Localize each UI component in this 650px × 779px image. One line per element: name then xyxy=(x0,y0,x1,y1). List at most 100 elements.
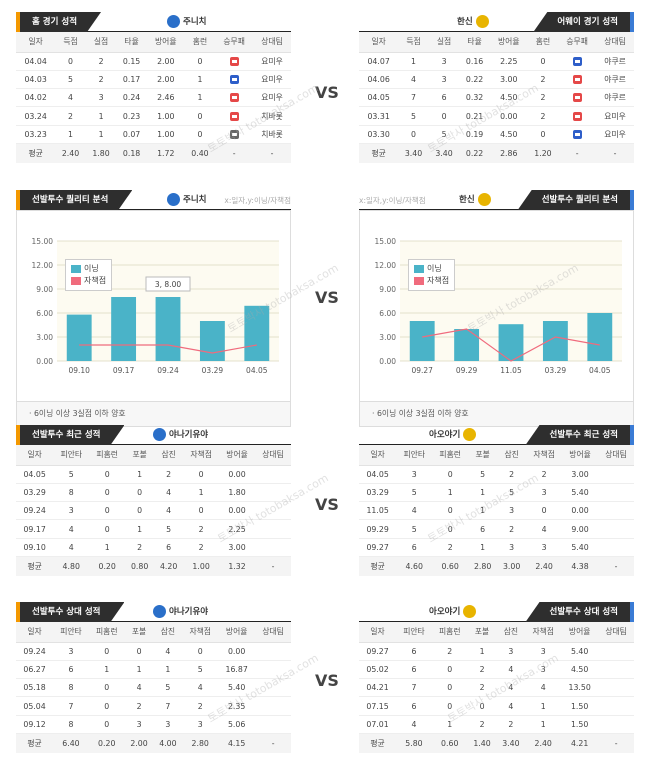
table-cell: 3 xyxy=(526,538,563,557)
table-cell: 3.00 xyxy=(562,465,599,484)
table-cell: 0.40 xyxy=(184,143,216,164)
chunichi-logo-icon xyxy=(167,193,180,206)
bar-innings xyxy=(542,321,568,361)
team-label: 주니치 xyxy=(164,193,206,207)
column-header: 피홈런 xyxy=(432,445,469,466)
table-cell: 2.40 xyxy=(526,556,563,577)
table-row: 05.04 7 0 2 7 2 2.35 xyxy=(16,696,291,716)
table-cell: 4 xyxy=(396,715,432,734)
team-label: 야나기유야 xyxy=(150,605,208,619)
table-cell: 4 xyxy=(182,678,219,698)
table-cell: 2.40 xyxy=(525,733,562,754)
bar-innings xyxy=(111,297,137,361)
table-cell: 3 xyxy=(53,501,90,521)
table-cell: 1 xyxy=(153,660,183,680)
table-cell: - xyxy=(598,556,634,577)
table-cell: 치바롯 xyxy=(253,125,291,144)
table-cell: 요미우 xyxy=(253,70,291,90)
table-cell: 2 xyxy=(183,519,220,539)
table-row: 03.30 0 5 0.19 4.50 0 요미우 xyxy=(359,125,634,144)
table-cell: 3 xyxy=(153,715,183,734)
table-cell: 0 xyxy=(431,696,468,716)
table-row: 03.29 5 1 1 5 3 5.40 xyxy=(359,483,634,503)
table-cell: 0 xyxy=(184,52,216,71)
table-cell: 평균 xyxy=(359,733,397,754)
table-cell: 야쿠르 xyxy=(596,70,634,90)
table-cell: 0 xyxy=(89,465,126,484)
table-cell: 3.00 xyxy=(489,70,528,90)
x-tick-label: 04.05 xyxy=(246,366,268,375)
table-header-row: 일자 득점 실점 타율 방어율 홈런 승무패 상대팀 xyxy=(16,32,291,53)
column-header: 타율 xyxy=(459,32,490,53)
column-header: 승무패 xyxy=(215,32,254,53)
table-cell: 0 xyxy=(527,125,559,144)
table-cell: 2 xyxy=(497,519,527,539)
table-row: 03.29 8 0 0 4 1 1.80 xyxy=(16,483,291,503)
quality-chart: 0.00 3.00 6.00 9.00 12.00 15.00 09.10 09.17 09.2… xyxy=(16,210,291,402)
table-cell xyxy=(255,696,291,716)
table-cell: 0 xyxy=(88,715,125,734)
table-cell: 5 xyxy=(468,465,498,484)
table-cell: 3.00 xyxy=(497,556,527,577)
table-cell xyxy=(255,483,291,503)
table-cell: 1.00 xyxy=(146,106,185,126)
team-label: 야나기유야 xyxy=(150,428,208,442)
y-tick-label: 15.00 xyxy=(32,237,54,246)
table-cell: 2.00 xyxy=(146,70,185,90)
table-header-row: 일자 득점 실점 타율 방어율 홈런 승무패 상대팀 xyxy=(359,32,634,53)
column-header: 방어율 xyxy=(219,445,256,466)
table-cell: 1 xyxy=(467,642,497,661)
table-cell: 05.18 xyxy=(16,678,54,698)
table-cell: 4.15 xyxy=(218,733,256,754)
table-row: 04.07 1 3 0.16 2.25 0 야쿠르 xyxy=(359,52,634,71)
table-cell xyxy=(215,88,254,108)
legend-swatch xyxy=(71,264,81,273)
table-cell: 0.60 xyxy=(432,556,469,577)
table-cell: 6 xyxy=(53,660,89,680)
table-cell: 0.20 xyxy=(89,556,126,577)
table-cell: 3.40 xyxy=(398,143,429,164)
column-header: 방어율 xyxy=(561,622,599,643)
y-tick-label: 6.00 xyxy=(36,309,53,318)
table-cell: 0 xyxy=(428,106,460,126)
y-tick-label: 9.00 xyxy=(379,285,396,294)
column-header: 자책점 xyxy=(182,622,219,643)
table-cell: 0 xyxy=(527,52,559,71)
table-cell: 1 xyxy=(55,125,86,144)
x-tick-label: 09.24 xyxy=(157,366,179,375)
y-tick-label: 3.00 xyxy=(36,333,53,342)
bar-innings xyxy=(498,324,524,361)
table-cell xyxy=(558,106,597,126)
table-cell: 2 xyxy=(526,465,563,484)
table-cell: 2 xyxy=(183,538,220,557)
table-cell: - xyxy=(596,143,634,164)
line-earned-runs xyxy=(79,344,257,354)
panel-title: 선발투수 퀄리티 분석 xyxy=(16,190,132,210)
hanshin-logo-icon xyxy=(463,428,477,441)
average-row: 평균 2.40 1.80 0.18 1.72 0.40- - xyxy=(16,143,291,164)
table-cell: 2.25 xyxy=(219,519,256,539)
column-header: 피홈런 xyxy=(89,445,126,466)
table-cell: 1 xyxy=(468,483,498,503)
table-cell: 3 xyxy=(396,465,433,484)
table-cell: 4 xyxy=(124,678,154,698)
column-header: 방어율 xyxy=(146,32,185,53)
table-header-row: 일자 피안타 피홈런 포볼 삼진 자책점 방어율 상대팀 xyxy=(16,445,291,466)
legend-swatch xyxy=(71,276,81,285)
x-tick-label: 04.05 xyxy=(589,366,611,375)
table-cell: 1 xyxy=(431,715,468,734)
table-cell: 1.00 xyxy=(183,556,220,577)
table-row: 09.24 3 0 0 4 0 0.00 xyxy=(16,642,291,661)
tooltip-box xyxy=(145,276,191,292)
table-header-row: 일자 피안타 피홈런 포볼 삼진 자책점 방어율 상대팀 xyxy=(16,622,291,643)
legend-item: 자책점 xyxy=(414,275,449,287)
table-cell: 1.72 xyxy=(146,143,185,164)
table-row: 09.29 5 0 6 2 4 9.00 xyxy=(359,519,634,539)
table-cell: 5.40 xyxy=(562,538,599,557)
table-cell: 0 xyxy=(88,642,125,661)
table-cell: 1 xyxy=(468,501,498,521)
table-cell: 4 xyxy=(55,88,86,108)
table-cell: 0.24 xyxy=(116,88,147,108)
stats-table: 일자 피안타 피홈런 포볼 삼진 자책점 방어율 상대팀 04.05 3 0 5 2 2 3.00 03.29… xyxy=(359,445,634,577)
table-row: 09.12 8 0 3 3 3 5.06 xyxy=(16,715,291,734)
